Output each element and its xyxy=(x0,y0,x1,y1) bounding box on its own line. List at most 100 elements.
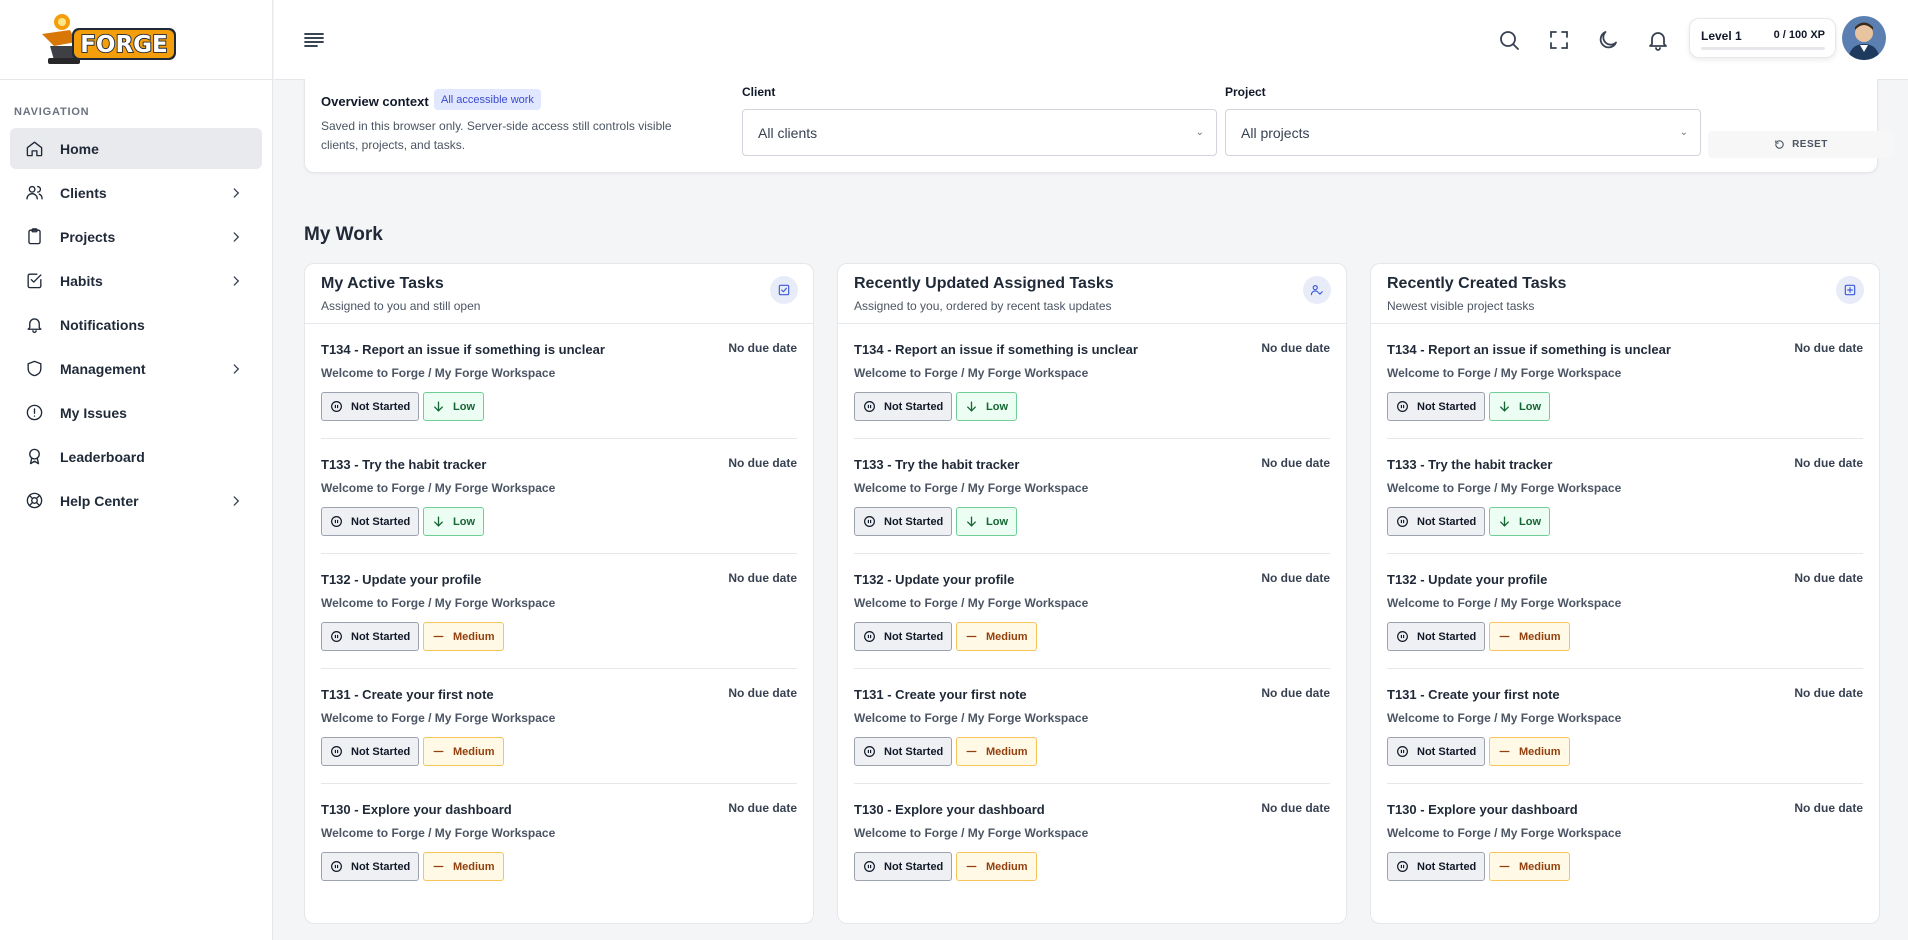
task-item[interactable]: T133 - Try the habit tracker No due date W… xyxy=(854,439,1330,554)
reset-button[interactable]: RESET xyxy=(1708,131,1894,158)
arrow-down-icon xyxy=(965,515,978,528)
arrow-down-icon xyxy=(1498,400,1511,413)
task-item[interactable]: T134 - Report an issue if something is u… xyxy=(854,324,1330,439)
task-title[interactable]: T131 - Create your first note xyxy=(854,687,1027,702)
sidebar: FORGE NAVIGATION Home Clients Projects Habi… xyxy=(0,0,273,940)
card-header: My Active Tasks Assigned to you and still… xyxy=(305,264,813,324)
task-title[interactable]: T133 - Try the habit tracker xyxy=(854,457,1020,472)
task-card: My Active Tasks Assigned to you and still… xyxy=(304,263,814,924)
project-select-value: All projects xyxy=(1241,124,1310,141)
card-title: Recently Updated Assigned Tasks xyxy=(854,275,1114,292)
fullscreen-icon[interactable] xyxy=(1547,28,1571,52)
xp-level-widget[interactable]: Level 1 0 / 100 XP xyxy=(1689,18,1836,58)
user-check-icon[interactable] xyxy=(1303,276,1331,304)
sidebar-item-habits[interactable]: Habits xyxy=(10,260,262,301)
task-due-date: No due date xyxy=(728,571,797,585)
task-title[interactable]: T134 - Report an issue if something is u… xyxy=(854,342,1138,357)
task-title[interactable]: T131 - Create your first note xyxy=(1387,687,1560,702)
sidebar-item-label: My Issues xyxy=(60,404,127,421)
task-title[interactable]: T133 - Try the habit tracker xyxy=(321,457,487,472)
minus-icon xyxy=(1498,860,1511,873)
sidebar-item-clients[interactable]: Clients xyxy=(10,172,262,213)
reset-label: RESET xyxy=(1792,139,1828,150)
xp-label: 0 / 100 XP xyxy=(1773,29,1825,41)
task-list: T134 - Report an issue if something is u… xyxy=(838,324,1346,899)
status-label: Not Started xyxy=(351,630,411,643)
menu-toggle-icon[interactable] xyxy=(302,28,326,52)
sidebar-item-home[interactable]: Home xyxy=(10,128,262,169)
task-title[interactable]: T130 - Explore your dashboard xyxy=(1387,802,1578,817)
task-project: Welcome to Forge / My Forge Workspace xyxy=(1387,366,1622,380)
chevron-down-icon: ⌄ xyxy=(1195,127,1204,138)
task-item[interactable]: T130 - Explore your dashboard No due date… xyxy=(321,784,797,899)
pause-circle-icon xyxy=(863,745,876,758)
task-item[interactable]: T132 - Update your profile No due date Wel… xyxy=(1387,554,1863,669)
status-label: Not Started xyxy=(351,400,411,413)
task-due-date: No due date xyxy=(728,341,797,355)
task-item[interactable]: T134 - Report an issue if something is u… xyxy=(1387,324,1863,439)
pause-circle-icon xyxy=(330,745,343,758)
priority-badge: Medium xyxy=(423,852,504,881)
sidebar-item-projects[interactable]: Projects xyxy=(10,216,262,257)
moon-icon[interactable] xyxy=(1596,28,1620,52)
status-label: Not Started xyxy=(884,860,944,873)
task-item[interactable]: T131 - Create your first note No due date… xyxy=(321,669,797,784)
priority-label: Low xyxy=(453,400,475,413)
task-item[interactable]: T133 - Try the habit tracker No due date W… xyxy=(1387,439,1863,554)
task-title[interactable]: T130 - Explore your dashboard xyxy=(854,802,1045,817)
minus-icon xyxy=(432,860,445,873)
task-title[interactable]: T132 - Update your profile xyxy=(854,572,1015,587)
forge-logo[interactable]: FORGE xyxy=(36,12,178,68)
priority-label: Medium xyxy=(1519,745,1561,758)
user-avatar[interactable] xyxy=(1842,16,1886,60)
task-item[interactable]: T133 - Try the habit tracker No due date W… xyxy=(321,439,797,554)
priority-label: Low xyxy=(986,515,1008,528)
task-item[interactable]: T130 - Explore your dashboard No due date… xyxy=(854,784,1330,899)
checkbox-icon[interactable] xyxy=(770,276,798,304)
client-select[interactable]: All clients ⌄ xyxy=(742,109,1217,156)
task-project: Welcome to Forge / My Forge Workspace xyxy=(321,366,556,380)
status-badge: Not Started xyxy=(321,737,420,766)
priority-label: Low xyxy=(1519,515,1541,528)
plus-square-icon[interactable] xyxy=(1836,276,1864,304)
task-title[interactable]: T132 - Update your profile xyxy=(321,572,482,587)
task-title[interactable]: T131 - Create your first note xyxy=(321,687,494,702)
project-select[interactable]: All projects ⌄ xyxy=(1225,109,1701,156)
arrow-down-icon xyxy=(965,400,978,413)
home-icon xyxy=(24,139,44,159)
sidebar-item-my-issues[interactable]: My Issues xyxy=(10,392,262,433)
task-title[interactable]: T130 - Explore your dashboard xyxy=(321,802,512,817)
task-item[interactable]: T131 - Create your first note No due date… xyxy=(1387,669,1863,784)
sidebar-item-help-center[interactable]: Help Center xyxy=(10,480,262,521)
status-label: Not Started xyxy=(1417,400,1477,413)
priority-badge: Low xyxy=(423,507,484,536)
task-item[interactable]: T132 - Update your profile No due date Wel… xyxy=(321,554,797,669)
task-title[interactable]: T132 - Update your profile xyxy=(1387,572,1548,587)
sidebar-item-label: Clients xyxy=(60,184,107,201)
card-header: Recently Updated Assigned Tasks Assigned … xyxy=(838,264,1346,324)
chevron-right-icon xyxy=(228,361,244,377)
sidebar-item-notifications[interactable]: Notifications xyxy=(10,304,262,345)
priority-badge: Low xyxy=(956,392,1017,421)
sidebar-item-management[interactable]: Management xyxy=(10,348,262,389)
priority-label: Medium xyxy=(1519,630,1561,643)
task-project: Welcome to Forge / My Forge Workspace xyxy=(1387,481,1622,495)
task-due-date: No due date xyxy=(1794,456,1863,470)
card-subtitle: Assigned to you, ordered by recent task … xyxy=(854,299,1112,313)
task-due-date: No due date xyxy=(1261,686,1330,700)
priority-label: Medium xyxy=(986,745,1028,758)
task-title[interactable]: T134 - Report an issue if something is u… xyxy=(321,342,605,357)
overview-title: Overview context xyxy=(321,94,429,109)
card-title: Recently Created Tasks xyxy=(1387,275,1567,292)
task-title[interactable]: T133 - Try the habit tracker xyxy=(1387,457,1553,472)
pause-circle-icon xyxy=(1396,745,1409,758)
bell-icon[interactable] xyxy=(1646,28,1670,52)
task-item[interactable]: T134 - Report an issue if something is u… xyxy=(321,324,797,439)
task-title[interactable]: T134 - Report an issue if something is u… xyxy=(1387,342,1671,357)
task-item[interactable]: T130 - Explore your dashboard No due date… xyxy=(1387,784,1863,899)
task-item[interactable]: T131 - Create your first note No due date… xyxy=(854,669,1330,784)
search-icon[interactable] xyxy=(1497,28,1521,52)
sidebar-item-leaderboard[interactable]: Leaderboard xyxy=(10,436,262,477)
priority-badge: Medium xyxy=(956,737,1037,766)
task-item[interactable]: T132 - Update your profile No due date Wel… xyxy=(854,554,1330,669)
